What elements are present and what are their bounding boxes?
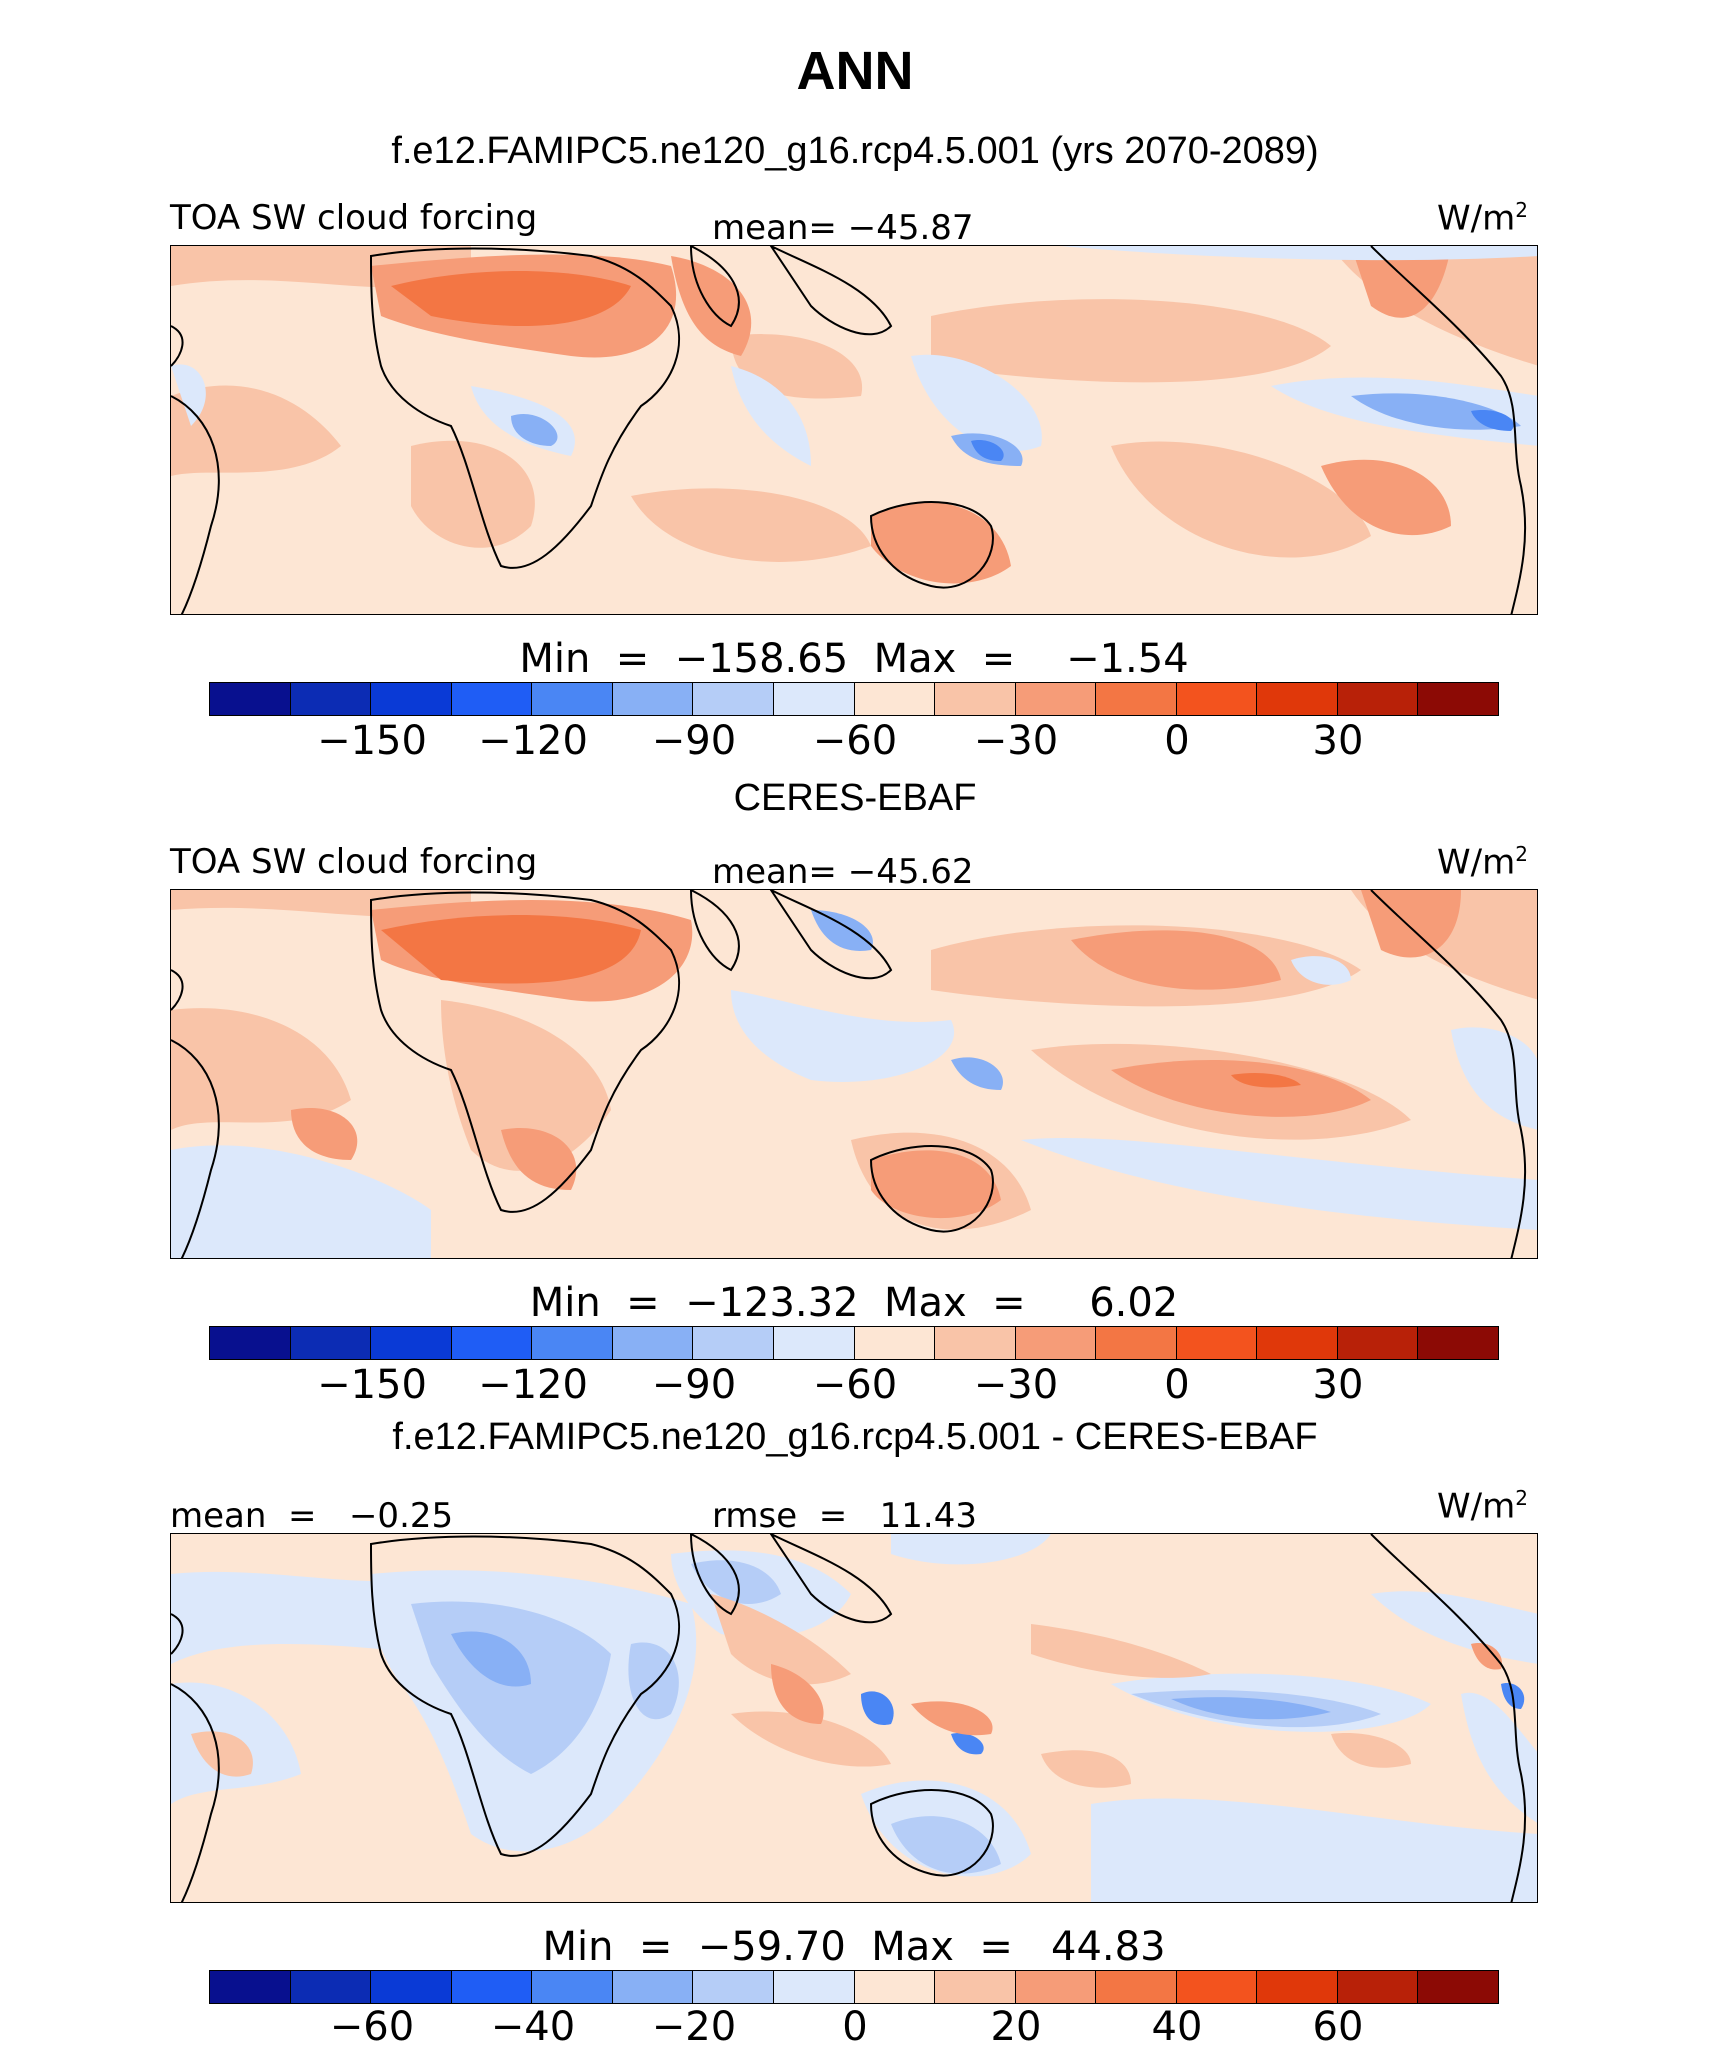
panel3-tick: 40 (1151, 2004, 1203, 2050)
colorbar-swatch (612, 683, 694, 715)
colorbar-swatch (693, 1971, 774, 2003)
panel3-tick: −40 (490, 2004, 576, 2050)
colorbar-swatch (1015, 1971, 1097, 2003)
colorbar-swatch (1176, 683, 1258, 715)
colorbar-swatch (854, 683, 936, 715)
panel2-tick: 30 (1312, 1362, 1364, 1408)
colorbar-swatch (935, 683, 1016, 715)
colorbar-swatch (371, 1971, 452, 2003)
panel1-map (170, 245, 1538, 615)
colorbar-swatch (612, 1971, 694, 2003)
colorbar-swatch (1337, 1971, 1419, 2003)
colorbar-swatch (451, 1327, 533, 1359)
colorbar-swatch (693, 1327, 774, 1359)
colorbar-swatch (1015, 683, 1097, 715)
colorbar-swatch (1176, 1327, 1258, 1359)
panel2-variable-label: TOA SW cloud forcing (170, 842, 538, 882)
panel1-heading: f.e12.FAMIPC5.ne120_g16.rcp4.5.001 (yrs … (391, 130, 1319, 172)
panel1-tick: −60 (812, 718, 898, 764)
colorbar-swatch (935, 1971, 1016, 2003)
panel2-tick: 0 (1164, 1362, 1190, 1408)
colorbar-swatch (210, 1971, 291, 2003)
panel3-tick: 20 (990, 2004, 1042, 2050)
panel2-map (170, 889, 1538, 1259)
panel2-tick: −120 (478, 1362, 588, 1408)
colorbar-swatch (1257, 1327, 1338, 1359)
panel2-tick: −90 (651, 1362, 737, 1408)
colorbar-swatch (1257, 683, 1338, 715)
panel3-units: W/m2 (1437, 1486, 1528, 1527)
colorbar-swatch (612, 1327, 694, 1359)
colorbar-swatch (371, 683, 452, 715)
colorbar-swatch (854, 1327, 936, 1359)
colorbar-swatch (854, 1971, 936, 2003)
colorbar-swatch (210, 683, 291, 715)
panel2-units: W/m2 (1437, 842, 1528, 883)
colorbar-swatch (1337, 683, 1419, 715)
colorbar-swatch (1257, 1971, 1338, 2003)
colorbar-swatch (1176, 1971, 1258, 2003)
panel2-min-max: Min = −123.32 Max = 6.02 (529, 1280, 1179, 1326)
colorbar-swatch (1096, 1971, 1177, 2003)
page-title: ANN (796, 41, 914, 101)
panel1-units: W/m2 (1437, 198, 1528, 239)
panel2-map-svg (171, 890, 1537, 1258)
colorbar-swatch (290, 683, 372, 715)
panel3-colorbar (209, 1970, 1499, 2004)
panel1-tick: −90 (651, 718, 737, 764)
panel3-tick: −20 (651, 2004, 737, 2050)
colorbar-swatch (1096, 683, 1177, 715)
panel1-map-svg (171, 246, 1537, 614)
panel2-tick: −30 (973, 1362, 1059, 1408)
panel1-variable-label: TOA SW cloud forcing (170, 198, 538, 238)
colorbar-swatch (773, 1327, 855, 1359)
colorbar-swatch (1337, 1327, 1419, 1359)
panel2-heading: CERES-EBAF (733, 777, 977, 819)
panel1-colorbar (209, 682, 1499, 716)
colorbar-swatch (693, 683, 774, 715)
colorbar-swatch (1418, 1327, 1498, 1359)
colorbar-swatch (532, 1327, 613, 1359)
panel1-tick: −120 (478, 718, 588, 764)
panel2-colorbar (209, 1326, 1499, 1360)
panel3-mean-label: mean = −0.25 (170, 1496, 454, 1536)
panel1-tick: −150 (317, 718, 427, 764)
panel3-map (170, 1533, 1538, 1903)
colorbar-swatch (935, 1327, 1016, 1359)
colorbar-swatch (773, 683, 855, 715)
colorbar-swatch (1015, 1327, 1097, 1359)
panel3-heading: f.e12.FAMIPC5.ne120_g16.rcp4.5.001 - CER… (392, 1416, 1318, 1458)
colorbar-swatch (290, 1971, 372, 2003)
panel2-mean-label: mean= −45.62 (712, 852, 974, 892)
colorbar-swatch (451, 683, 533, 715)
panel1-tick: 0 (1164, 718, 1190, 764)
panel3-rmse-label: rmse = 11.43 (712, 1496, 977, 1536)
panel2-tick: −150 (317, 1362, 427, 1408)
colorbar-swatch (773, 1971, 855, 2003)
panel1-min-max: Min = −158.65 Max = −1.54 (519, 636, 1189, 682)
colorbar-swatch (1096, 1327, 1177, 1359)
panel3-tick: 60 (1312, 2004, 1364, 2050)
colorbar-swatch (290, 1327, 372, 1359)
panel1-tick: −30 (973, 718, 1059, 764)
colorbar-swatch (451, 1971, 533, 2003)
panel2-tick: −60 (812, 1362, 898, 1408)
panel3-map-svg (171, 1534, 1537, 1902)
colorbar-swatch (532, 1971, 613, 2003)
panel3-tick: −60 (329, 2004, 415, 2050)
colorbar-swatch (371, 1327, 452, 1359)
colorbar-swatch (532, 683, 613, 715)
panel1-tick: 30 (1312, 718, 1364, 764)
colorbar-swatch (1418, 683, 1498, 715)
panel1-mean-label: mean= −45.87 (712, 208, 974, 248)
panel3-min-max: Min = −59.70 Max = 44.83 (542, 1924, 1166, 1970)
colorbar-swatch (1418, 1971, 1498, 2003)
panel3-tick: 0 (842, 2004, 868, 2050)
colorbar-swatch (210, 1327, 291, 1359)
